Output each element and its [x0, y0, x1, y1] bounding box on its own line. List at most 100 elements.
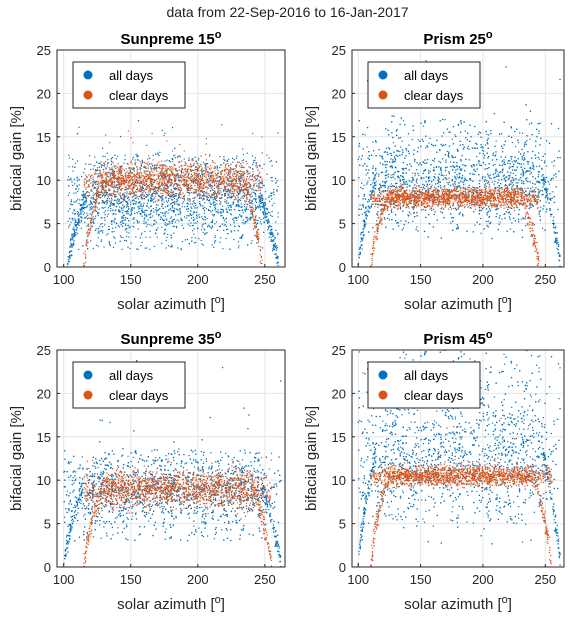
data-point-all-days [128, 199, 130, 201]
data-point-all-days [124, 229, 126, 231]
data-point-all-days [170, 194, 172, 196]
data-point-all-days [261, 199, 264, 202]
data-point-clear-days [140, 174, 142, 176]
data-point-clear-days [154, 195, 156, 197]
data-point-all-days [145, 167, 147, 170]
data-point-clear-days [189, 189, 191, 191]
data-point-clear-days [199, 182, 201, 184]
data-point-all-days [152, 165, 154, 167]
data-point-all-days [88, 194, 91, 196]
data-point-all-days [246, 152, 248, 154]
data-point-all-days [108, 176, 110, 178]
data-point-clear-days [232, 179, 235, 181]
data-point-all-days [164, 215, 167, 217]
data-point-all-days [163, 189, 165, 191]
data-point-all-days [199, 175, 201, 177]
data-point-all-days [171, 192, 173, 194]
data-point-all-days [106, 163, 109, 165]
data-point-all-days [176, 174, 178, 177]
data-point-clear-days [92, 210, 94, 213]
data-point-clear-days [140, 182, 142, 184]
data-point-all-days [241, 160, 243, 162]
data-point-clear-days [160, 184, 162, 187]
data-point-clear-days [231, 186, 234, 188]
data-point-all-days [132, 225, 134, 227]
data-point-clear-days [123, 183, 126, 185]
data-point-all-days [150, 209, 153, 211]
data-point-clear-days [247, 173, 249, 176]
data-point-all-days [261, 198, 264, 200]
data-point-all-days [127, 224, 130, 227]
data-point-clear-days [247, 201, 250, 203]
data-point-clear-days [253, 184, 255, 186]
data-point-clear-days [174, 168, 177, 170]
data-point-clear-days [215, 175, 217, 177]
data-point-all-days [262, 211, 265, 213]
data-point-clear-days [84, 186, 86, 188]
data-point-clear-days [120, 170, 122, 172]
data-point-all-days [109, 202, 112, 204]
data-point-clear-days [136, 188, 138, 190]
data-point-all-days [255, 223, 257, 225]
data-point-clear-days [206, 195, 209, 198]
data-point-all-days [225, 193, 227, 195]
data-point-all-days [263, 202, 265, 204]
data-point-clear-days [117, 174, 120, 176]
data-point-clear-days [139, 166, 141, 169]
data-point-all-days [209, 190, 211, 192]
data-point-clear-days [123, 180, 125, 183]
data-point-all-days [256, 205, 259, 207]
data-point-all-days [83, 208, 85, 210]
data-point-all-days [95, 192, 97, 195]
data-point-clear-days [129, 185, 131, 187]
data-point-all-days [101, 163, 103, 166]
data-point-all-days [215, 221, 218, 223]
data-point-all-days [125, 223, 127, 225]
data-point-all-days [77, 218, 79, 220]
data-point-clear-days [234, 179, 237, 181]
data-point-clear-days [197, 181, 199, 183]
data-point-clear-days [149, 171, 151, 173]
data-point-all-days [73, 243, 75, 246]
data-point-all-days [244, 210, 247, 212]
data-point-all-days [274, 237, 276, 239]
data-point-clear-days [149, 175, 151, 177]
data-point-clear-days [190, 170, 192, 173]
data-point-clear-days [142, 179, 144, 181]
data-point-all-days [177, 247, 179, 249]
data-point-all-days [196, 215, 198, 217]
data-point-clear-days [214, 172, 216, 175]
data-point-all-days [163, 219, 166, 221]
data-point-clear-days [129, 180, 131, 182]
data-point-all-days [212, 226, 214, 228]
data-point-all-days [257, 169, 259, 171]
data-point-clear-days [117, 182, 119, 184]
data-point-clear-days [218, 197, 221, 199]
data-point-clear-days [239, 183, 241, 185]
data-point-all-days [268, 221, 270, 223]
data-point-all-days [153, 219, 155, 221]
data-point-all-days [74, 218, 76, 220]
y-tick-label: 5 [44, 217, 51, 232]
data-point-all-days [133, 218, 135, 220]
data-point-clear-days [153, 182, 155, 184]
data-point-clear-days [144, 176, 146, 178]
data-point-all-days [170, 197, 172, 199]
data-point-clear-days [213, 187, 216, 190]
data-point-all-days [129, 214, 131, 216]
data-point-all-days [261, 182, 263, 184]
data-point-all-days [152, 195, 154, 197]
data-point-clear-days [161, 205, 163, 207]
data-point-all-days [95, 206, 97, 208]
data-point-all-days [182, 201, 185, 203]
data-point-all-days [156, 170, 158, 172]
data-point-clear-days [190, 166, 192, 168]
data-point-all-days [123, 194, 125, 196]
data-point-clear-days [234, 188, 236, 191]
data-point-clear-days [150, 178, 152, 180]
data-point-all-days [264, 191, 267, 193]
y-axis-label: bifacial gain [%] [8, 106, 25, 211]
data-point-clear-days [117, 167, 119, 169]
data-point-all-days [250, 167, 252, 169]
data-point-clear-days [237, 172, 239, 174]
